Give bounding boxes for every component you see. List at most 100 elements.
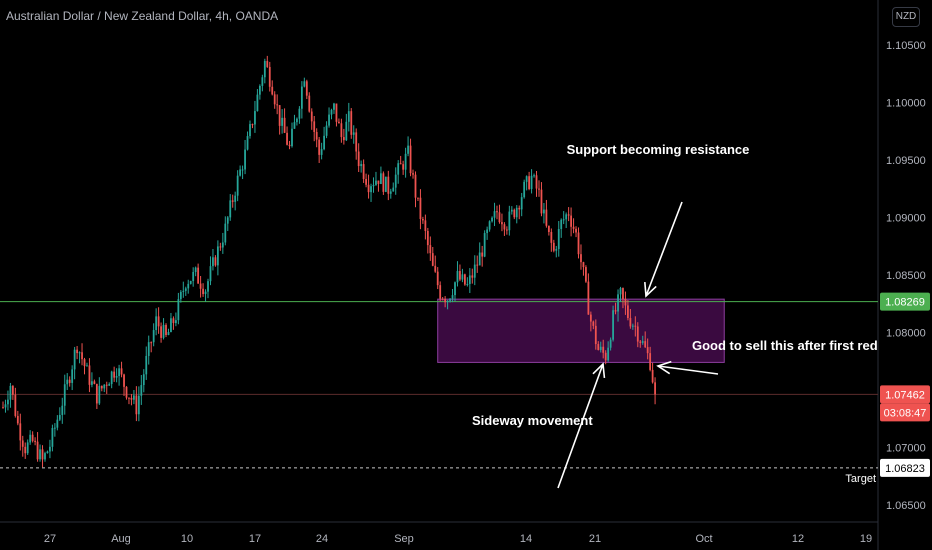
candle bbox=[367, 174, 370, 199]
candle bbox=[293, 114, 296, 129]
candle-body bbox=[165, 324, 167, 335]
candle bbox=[113, 366, 116, 382]
resistance-zone[interactable] bbox=[437, 298, 725, 363]
candle-body bbox=[291, 128, 293, 147]
candle bbox=[552, 239, 555, 253]
candle-body bbox=[426, 231, 429, 246]
candle-body bbox=[34, 440, 37, 442]
candle-body bbox=[100, 385, 103, 389]
candle-body bbox=[145, 355, 148, 375]
candle bbox=[394, 167, 397, 195]
candle bbox=[236, 170, 239, 202]
candle-body bbox=[333, 103, 335, 110]
target-price-label[interactable]: 1.06823 bbox=[880, 458, 930, 477]
candle bbox=[91, 372, 93, 388]
candle-body bbox=[170, 318, 172, 332]
candle bbox=[547, 225, 550, 236]
candle-body bbox=[58, 414, 61, 420]
candle bbox=[350, 108, 353, 139]
candle-body bbox=[29, 434, 32, 443]
candle bbox=[468, 268, 471, 294]
candle-body bbox=[347, 111, 350, 122]
candle bbox=[219, 242, 222, 251]
candle bbox=[283, 108, 286, 134]
candle bbox=[298, 106, 301, 124]
candle bbox=[251, 123, 254, 129]
candle-body bbox=[377, 180, 380, 184]
current-price-label-text: 1.07462 bbox=[885, 389, 925, 401]
candle bbox=[320, 142, 323, 160]
candle bbox=[384, 176, 387, 193]
y-tick-label: 1.08500 bbox=[886, 270, 926, 282]
candle bbox=[19, 413, 22, 451]
candle-body bbox=[241, 169, 244, 171]
candle-body bbox=[330, 109, 333, 115]
candle-body bbox=[614, 310, 617, 312]
candle bbox=[194, 266, 197, 277]
candle bbox=[419, 189, 422, 230]
candle bbox=[145, 346, 148, 380]
candle-body bbox=[328, 114, 330, 126]
candle-body bbox=[362, 164, 365, 180]
y-tick-label: 1.07000 bbox=[886, 443, 926, 455]
resistance-price-label[interactable]: 1.08269 bbox=[880, 292, 930, 311]
candle bbox=[646, 338, 649, 360]
candle-body bbox=[431, 253, 434, 266]
candle bbox=[399, 155, 402, 165]
candle bbox=[617, 289, 619, 322]
candle bbox=[333, 102, 335, 114]
candle bbox=[46, 450, 49, 454]
candle bbox=[530, 169, 533, 194]
candle-body bbox=[268, 66, 271, 87]
candle bbox=[387, 170, 390, 201]
candle-body bbox=[505, 229, 508, 231]
candle bbox=[560, 218, 563, 238]
currency-badge[interactable]: NZD bbox=[892, 7, 920, 27]
candle-body bbox=[380, 173, 382, 184]
candle-body bbox=[9, 385, 12, 400]
candle-body bbox=[641, 341, 644, 343]
candle bbox=[439, 281, 442, 302]
candle bbox=[340, 118, 343, 143]
candle bbox=[365, 173, 367, 188]
candle bbox=[550, 228, 553, 252]
candle bbox=[589, 311, 592, 332]
candle bbox=[330, 108, 333, 120]
candle-body bbox=[461, 274, 464, 280]
candle bbox=[345, 113, 348, 142]
candle-body bbox=[61, 405, 64, 415]
candle-body bbox=[286, 132, 288, 145]
candle bbox=[315, 128, 318, 148]
candle-body bbox=[481, 252, 484, 257]
candle bbox=[424, 214, 427, 240]
candle-body bbox=[325, 125, 328, 136]
candle bbox=[476, 255, 479, 273]
current-price-label[interactable]: 1.07462 bbox=[880, 385, 930, 404]
candle-body bbox=[488, 221, 491, 230]
candle-body bbox=[256, 94, 259, 112]
candle-body bbox=[372, 184, 375, 187]
arrow-head bbox=[644, 281, 657, 298]
candle-body bbox=[261, 77, 264, 86]
candle bbox=[604, 350, 607, 365]
resistance-price-label-bg bbox=[880, 292, 930, 311]
candle-body bbox=[273, 94, 276, 105]
candle-body bbox=[19, 423, 22, 441]
candle-body bbox=[609, 339, 612, 348]
candle-body bbox=[508, 211, 511, 231]
candle bbox=[61, 397, 64, 424]
candle-body bbox=[150, 342, 153, 344]
candle-body bbox=[76, 349, 78, 354]
candle bbox=[518, 205, 521, 220]
candle bbox=[184, 286, 187, 296]
candle bbox=[338, 118, 340, 124]
countdown-label[interactable]: 03:08:47 bbox=[880, 403, 930, 422]
candle-body bbox=[459, 271, 461, 280]
candle-body bbox=[323, 135, 325, 150]
candle-body bbox=[98, 385, 101, 404]
candle bbox=[303, 77, 306, 88]
candle-body bbox=[266, 60, 269, 67]
candle bbox=[56, 415, 59, 431]
candle bbox=[451, 289, 454, 303]
